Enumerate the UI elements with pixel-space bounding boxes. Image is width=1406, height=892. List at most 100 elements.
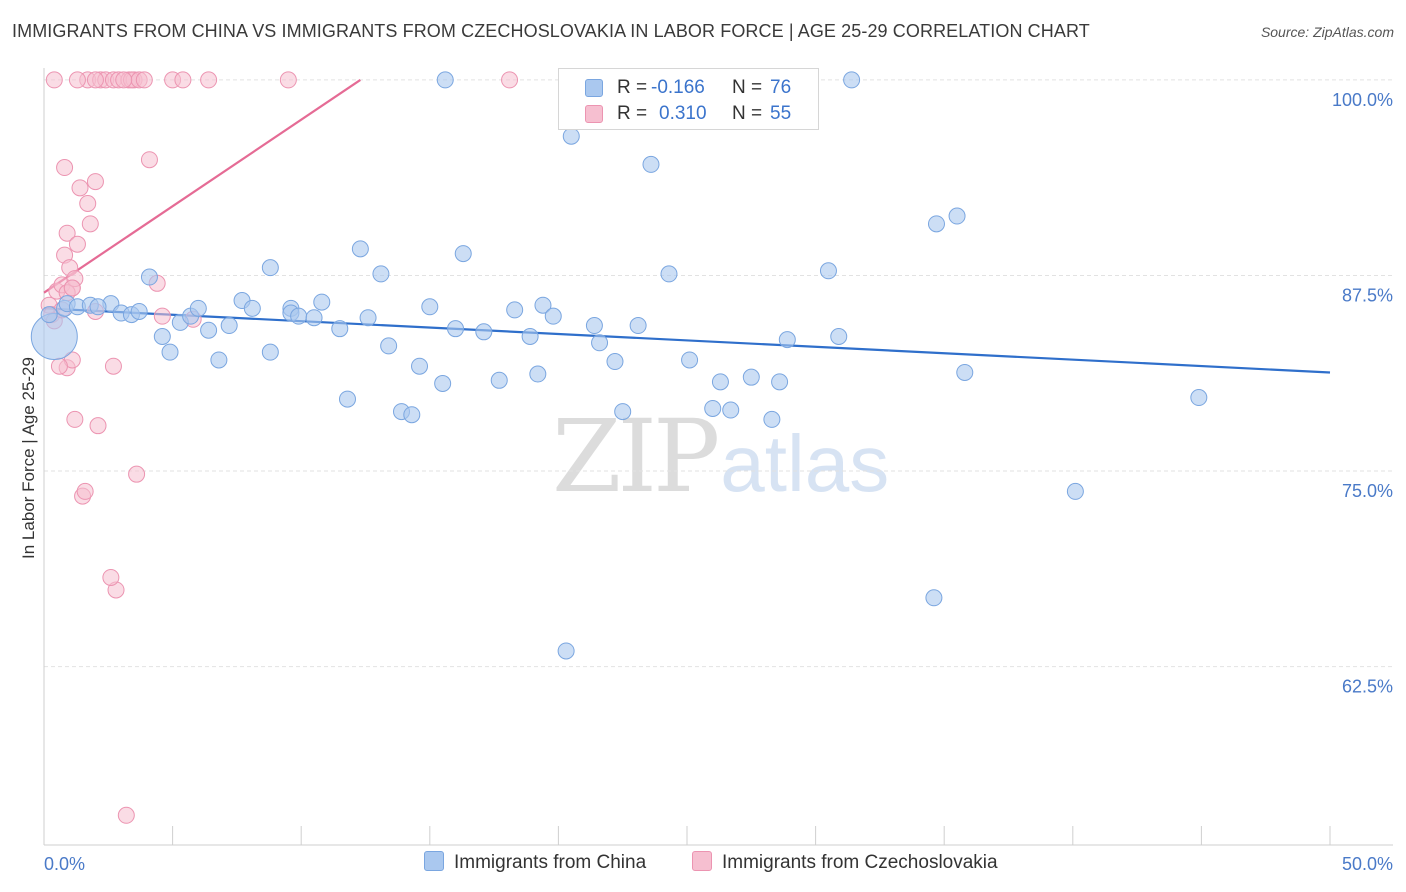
data-point-china [220,317,238,335]
data-point-czechoslovakia [117,806,135,824]
data-point-czechoslovakia [63,279,81,297]
legend-n-label: N = [732,77,763,98]
data-point-china [243,299,261,317]
data-point-czechoslovakia [115,71,133,89]
data-point-china [380,337,398,355]
data-point-china [521,328,539,346]
legend-r-label: R = [617,77,648,98]
legend-n-label: N = [732,103,763,124]
data-point-china [421,298,439,316]
data-point-china [290,307,308,325]
data-point-china [313,293,331,311]
data-point-czechoslovakia [68,235,86,253]
data-point-china [742,368,760,386]
data-point-china [771,373,789,391]
series-czechoslovakia-points [40,71,519,824]
bottom-legend-swatch-czechoslovakia [692,851,712,871]
data-point-china [606,353,624,371]
legend-r-value-czechoslovakia: 0.310 [659,103,707,124]
data-point-china [351,240,369,258]
legend-row-china: R = -0.166 N = 76 [559,76,818,100]
chart-title: IMMIGRANTS FROM CHINA VS IMMIGRANTS FROM… [12,21,1090,41]
data-point-china [1190,389,1208,407]
data-point-china [40,306,58,324]
data-point-czechoslovakia [45,71,63,89]
data-point-czechoslovakia [104,357,122,375]
data-point-china [130,302,148,320]
bottom-legend-swatch-china [424,851,444,871]
bottom-legend-china[interactable]: Immigrants from China [424,851,646,875]
y-axis-title: In Labor Force | Age 25-29 [19,357,38,559]
legend-n-value-czechoslovakia: 55 [770,103,792,124]
data-point-china [1066,482,1084,500]
data-point-china [140,268,158,286]
data-point-china [454,245,472,263]
data-point-china [161,343,179,361]
correlation-legend: R = -0.166 N = 76 R = 0.310 N = 55 [558,68,819,130]
data-point-china [506,301,524,319]
data-point-china [629,317,647,335]
trend-line-china [43,307,1331,374]
data-point-china [927,215,945,233]
tick-labels: 62.5% 75.0% 87.5% 100.0% 0.0% 50.0% [44,90,1393,874]
data-point-czechoslovakia [58,224,76,242]
y-tick-label: 100.0% [1332,90,1393,110]
data-point-czechoslovakia [79,195,97,213]
data-point-china [534,296,552,314]
data-point-china [338,390,356,408]
data-point-czechoslovakia [89,417,107,435]
data-point-china [434,374,452,392]
data-point-czechoslovakia [81,215,99,233]
data-point-china [585,317,603,335]
data-point-china [200,321,218,339]
data-point-china [261,259,279,277]
data-point-china [763,410,781,428]
source-label: Source: ZipAtlas.com [1260,24,1394,40]
data-point-czechoslovakia [56,159,74,177]
legend-row-czechoslovakia: R = 0.310 N = 55 [559,102,818,126]
data-point-china [830,328,848,346]
data-point-china [544,307,562,325]
bottom-legend-label-czechoslovakia: Immigrants from Czechoslovakia [722,852,998,873]
data-point-china [261,343,279,361]
data-point-china [411,357,429,375]
x-tick-label: 0.0% [44,854,85,874]
data-point-china [843,71,861,89]
data-point-china [447,320,465,338]
data-point-china [153,328,171,346]
data-point-china [305,309,323,327]
trend-lines [43,78,1331,374]
data-point-czechoslovakia [279,71,297,89]
data-point-czechoslovakia [135,71,153,89]
legend-r-label: R = [617,103,648,124]
legend-r-value-china: -0.166 [651,77,705,98]
data-point-czechoslovakia [66,410,84,428]
data-point-china [331,320,349,338]
data-point-china [436,71,454,89]
data-point-czechoslovakia [76,482,94,500]
data-point-china [819,262,837,280]
data-point-china [956,363,974,381]
data-point-china [89,298,107,316]
data-point-czechoslovakia [86,173,104,191]
data-point-china [681,351,699,369]
data-point-china [189,299,207,317]
data-point-china [778,331,796,349]
data-point-china [372,265,390,283]
data-point-china [614,403,632,421]
data-point-china [642,155,660,173]
trend-line-czechoslovakia [43,78,361,294]
data-point-czechoslovakia [200,71,218,89]
data-point-czechoslovakia [50,357,68,375]
bottom-legend-czechoslovakia[interactable]: Immigrants from Czechoslovakia [692,851,998,875]
axes [43,68,1393,846]
y-tick-label: 62.5% [1342,677,1393,697]
data-point-czechoslovakia [102,568,120,586]
data-point-china [722,401,740,419]
data-point-china [948,207,966,225]
data-point-czechoslovakia [153,307,171,325]
data-point-czechoslovakia [68,71,86,89]
data-point-china [529,365,547,383]
data-point-czechoslovakia [174,71,192,89]
